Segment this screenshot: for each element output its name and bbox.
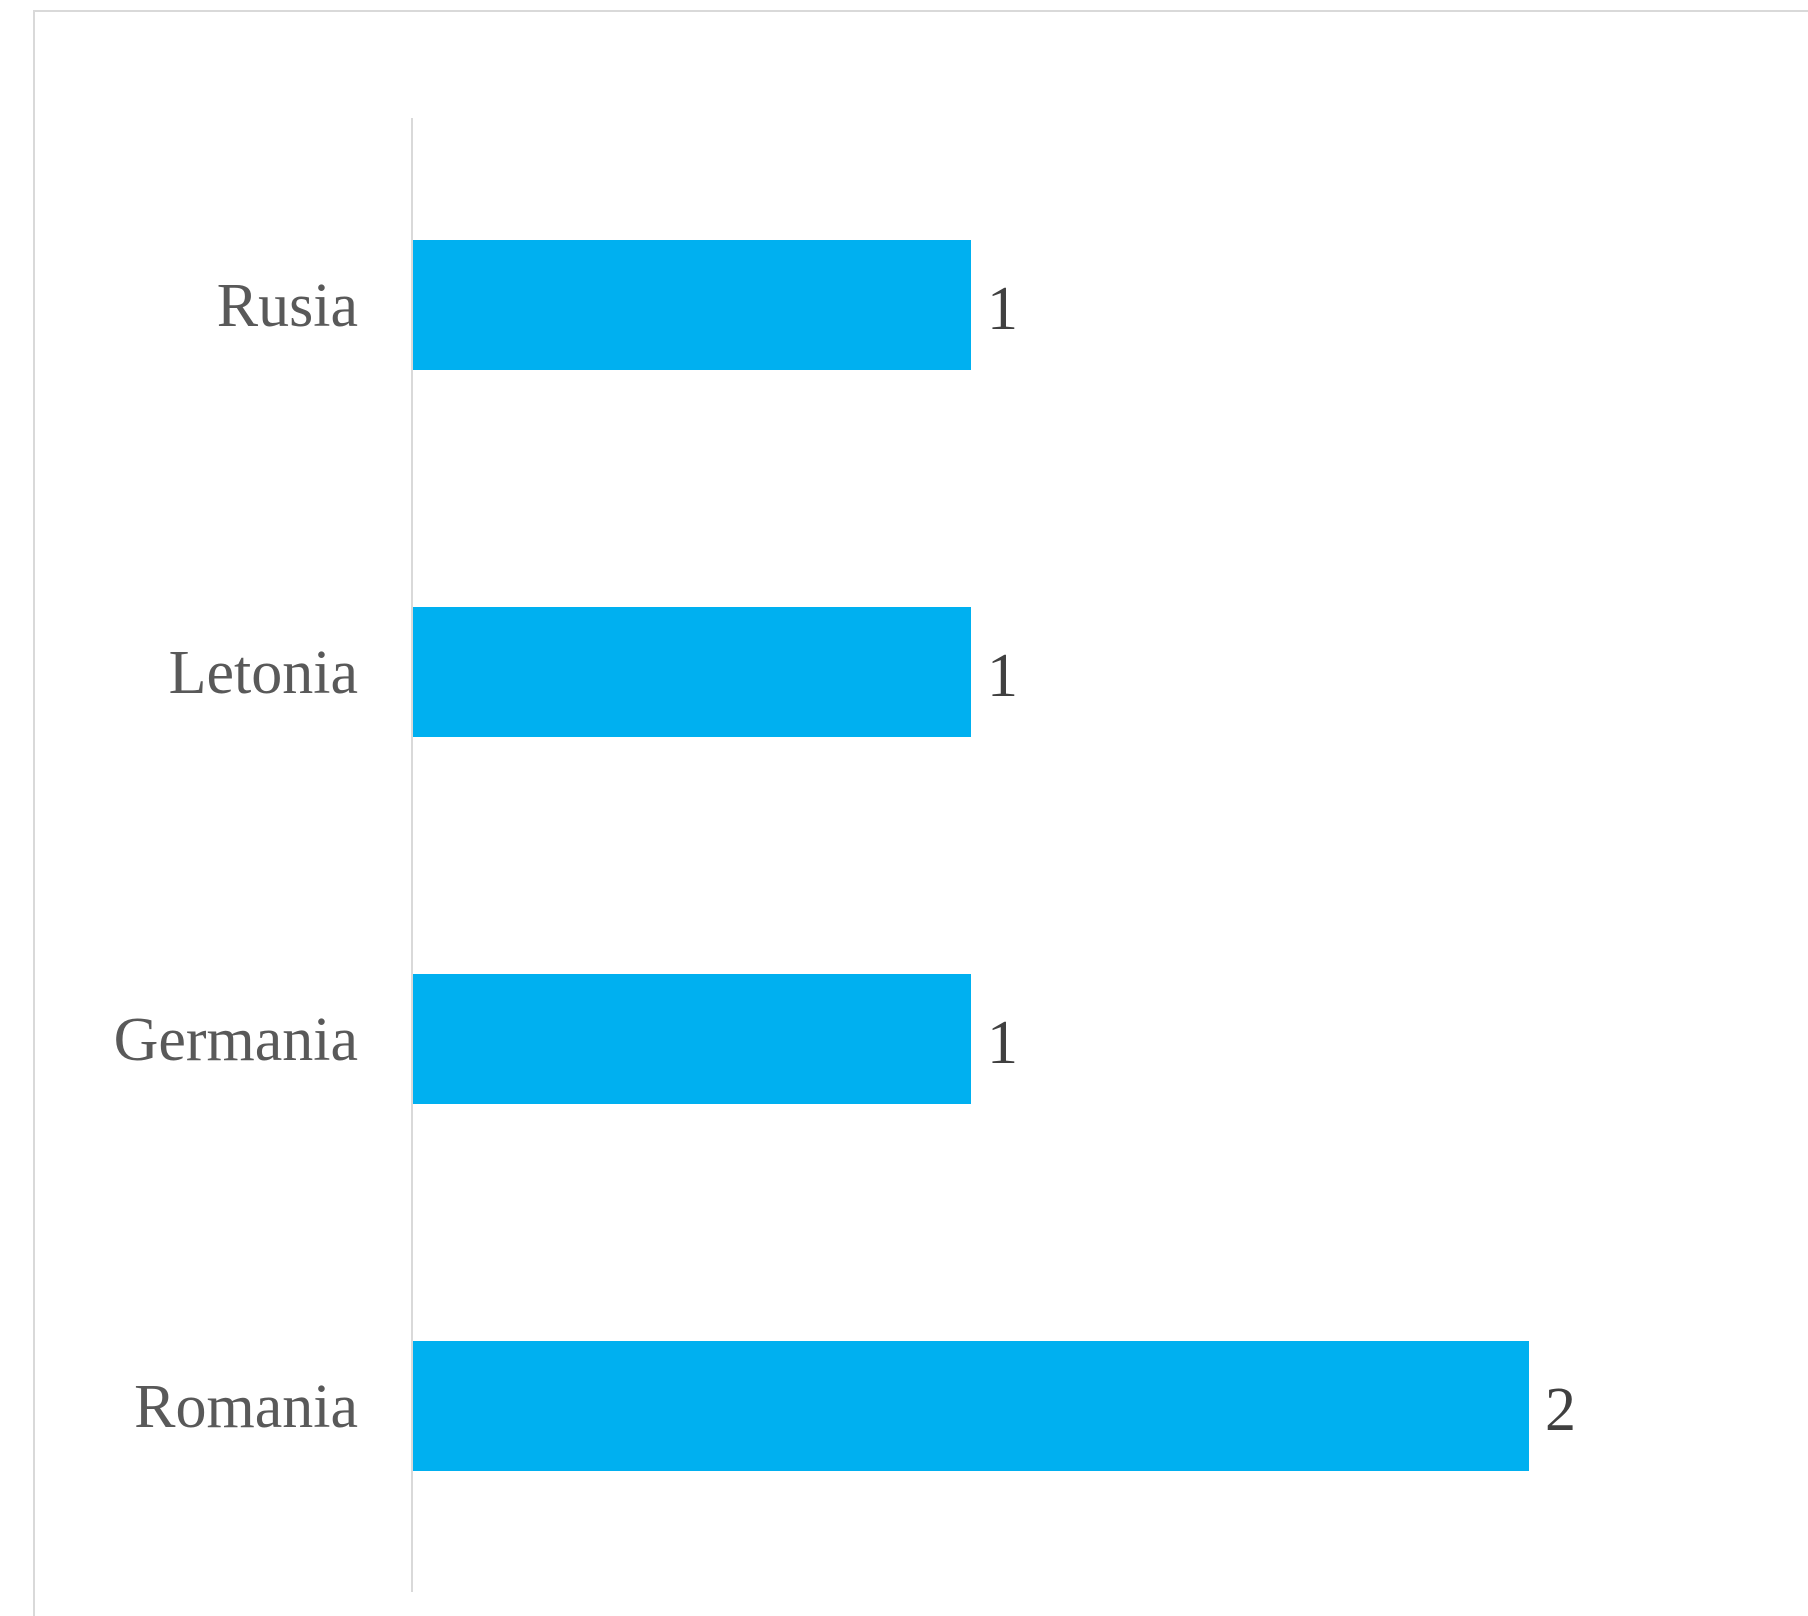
bar-letonia — [413, 607, 971, 737]
category-label-letonia: Letonia — [169, 639, 358, 707]
category-labels: Rusia Letonia Germania Romania — [114, 272, 358, 1441]
category-label-romania: Romania — [134, 1373, 358, 1441]
bar-rusia — [413, 240, 971, 370]
value-label-rusia: 1 — [987, 275, 1018, 343]
value-labels: 1 1 1 2 — [987, 275, 1576, 1444]
category-label-germania: Germania — [114, 1006, 358, 1074]
bars-group — [413, 240, 1529, 1471]
value-label-letonia: 1 — [987, 642, 1018, 710]
value-label-germania: 1 — [987, 1009, 1018, 1077]
bar-germania — [413, 974, 971, 1104]
bar-romania — [413, 1341, 1529, 1471]
category-label-rusia: Rusia — [217, 272, 358, 340]
value-label-romania: 2 — [1545, 1376, 1576, 1444]
